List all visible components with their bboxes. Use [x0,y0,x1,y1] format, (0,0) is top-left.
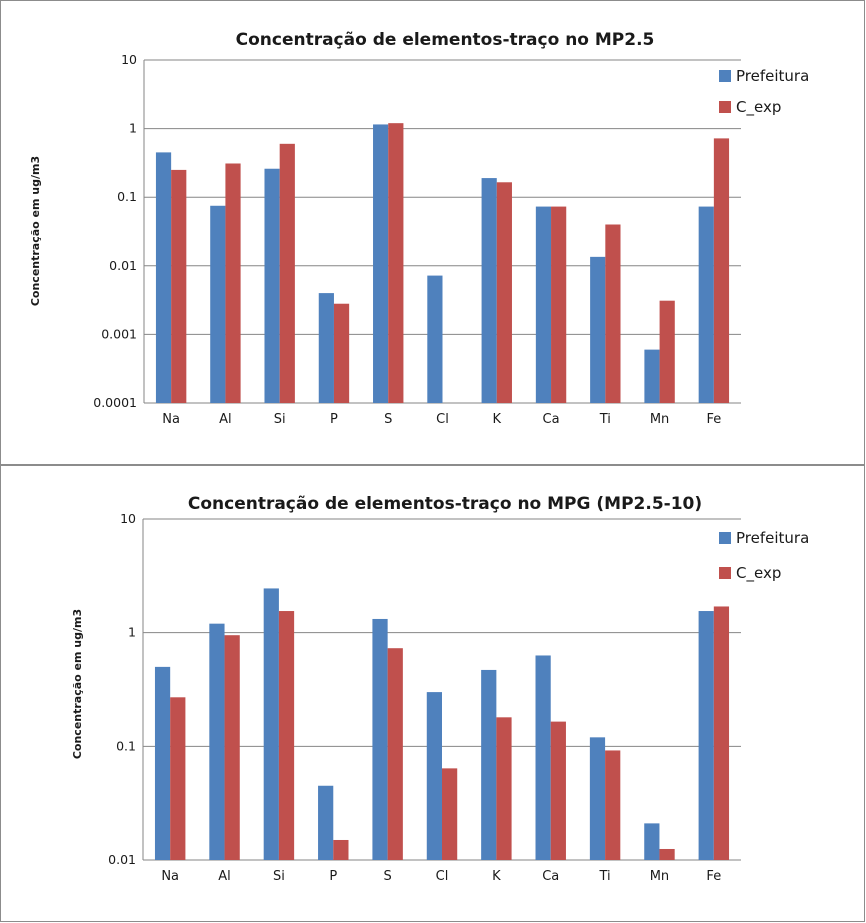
bar-c-exp-si [278,611,295,860]
bar-prefeitura-s [373,124,389,403]
x-tick-label: S [384,869,392,884]
y-tick-label: 0.1 [117,189,137,204]
x-tick-label: Ca [542,869,559,884]
x-tick-label: Al [218,869,231,884]
bar-c-exp-ca [551,206,567,403]
chart-panel-mpg: Concentração de elementos-traço no MPG (… [0,465,865,922]
chart-panel-mp25: Concentração de elementos-traço no MP2.5… [0,0,865,465]
y-axis-label: Concentração em ug/m3 [71,609,84,759]
x-tick-label: Na [161,869,179,884]
y-tick-label: 0.001 [101,326,137,341]
x-tick-label: Ti [599,412,611,427]
x-tick-label: Al [219,412,232,427]
legend-swatch-prefeitura [719,70,731,82]
bar-prefeitura-p [318,293,334,403]
x-tick-label: K [492,869,501,884]
bar-prefeitura-mn [644,823,660,860]
bar-prefeitura-fe [698,611,714,860]
bar-c-exp-k [496,182,512,403]
bar-prefeitura-ca [535,655,551,860]
x-tick-label: Si [273,869,285,884]
bar-c-exp-na [171,169,187,403]
bar-prefeitura-na [155,152,172,403]
chart-title: Concentração de elementos-traço no MPG (… [188,494,702,514]
x-tick-label: Cl [436,869,449,884]
bar-prefeitura-na [154,666,171,860]
bar-c-exp-ti [605,750,621,860]
legend-label: Prefeitura [736,67,809,85]
bar-c-exp-cl [442,768,458,860]
bar-c-exp-na [170,697,186,860]
x-tick-label: P [330,412,338,427]
x-tick-label: Mn [650,412,669,427]
bar-c-exp-fe [713,138,730,403]
legend-label: C_exp [736,98,781,117]
bar-c-exp-s [387,648,403,860]
bar-prefeitura-cl [427,275,443,403]
bar-c-exp-al [225,163,241,403]
bar-c-exp-ca [550,721,566,860]
bar-prefeitura-k [481,669,497,860]
x-tick-label: S [384,412,392,427]
y-tick-label: 0.01 [109,258,137,273]
bar-c-exp-ti [605,224,621,403]
bar-prefeitura-si [263,588,279,860]
x-tick-label: Mn [650,869,669,884]
bar-prefeitura-mn [644,349,660,403]
bar-c-exp-mn [659,848,675,860]
bar-prefeitura-ti [590,256,606,403]
legend-swatch-c-exp [719,101,731,113]
bar-prefeitura-ti [589,737,606,860]
x-tick-label: K [493,412,502,427]
x-tick-label: Cl [436,412,449,427]
x-tick-label: Ti [599,869,611,884]
chart-title: Concentração de elementos-traço no MP2.5 [236,30,655,50]
x-tick-label: Si [274,412,286,427]
bar-c-exp-si [279,143,295,403]
bar-prefeitura-si [264,168,280,403]
chart-mpg: Concentração de elementos-traço no MPG (… [71,494,809,884]
bar-c-exp-p [333,303,350,403]
y-tick-label: 1 [128,625,136,640]
x-tick-label: Fe [706,412,721,427]
x-tick-label: Fe [706,869,721,884]
legend-swatch-prefeitura [719,532,731,544]
legend-label: C_exp [736,564,781,583]
bar-c-exp-fe [713,606,730,860]
y-tick-label: 10 [121,52,137,67]
bar-prefeitura-fe [698,206,714,403]
x-tick-label: Ca [543,412,560,427]
y-tick-label: 0.01 [108,852,136,867]
bar-prefeitura-p [318,785,334,860]
bar-prefeitura-cl [426,692,442,860]
legend-swatch-c-exp [719,567,731,579]
y-tick-label: 1 [129,121,137,136]
bar-prefeitura-al [209,623,225,860]
x-tick-label: P [329,869,337,884]
bar-prefeitura-ca [535,206,552,403]
legend-label: Prefeitura [736,529,809,547]
y-axis-label: Concentração em ug/m3 [29,156,42,306]
bar-c-exp-k [496,717,512,860]
bar-prefeitura-s [372,618,388,860]
y-tick-label: 10 [120,511,136,526]
y-tick-label: 0.0001 [93,395,137,410]
bar-prefeitura-al [210,205,226,403]
y-tick-label: 0.1 [116,738,136,753]
chart-mp25: Concentração de elementos-traço no MP2.5… [29,30,809,427]
bar-c-exp-s [388,123,404,404]
bar-c-exp-al [224,635,240,860]
bar-prefeitura-k [481,178,497,403]
bar-c-exp-p [333,839,349,860]
bar-c-exp-mn [659,300,675,403]
x-tick-label: Na [162,412,180,427]
